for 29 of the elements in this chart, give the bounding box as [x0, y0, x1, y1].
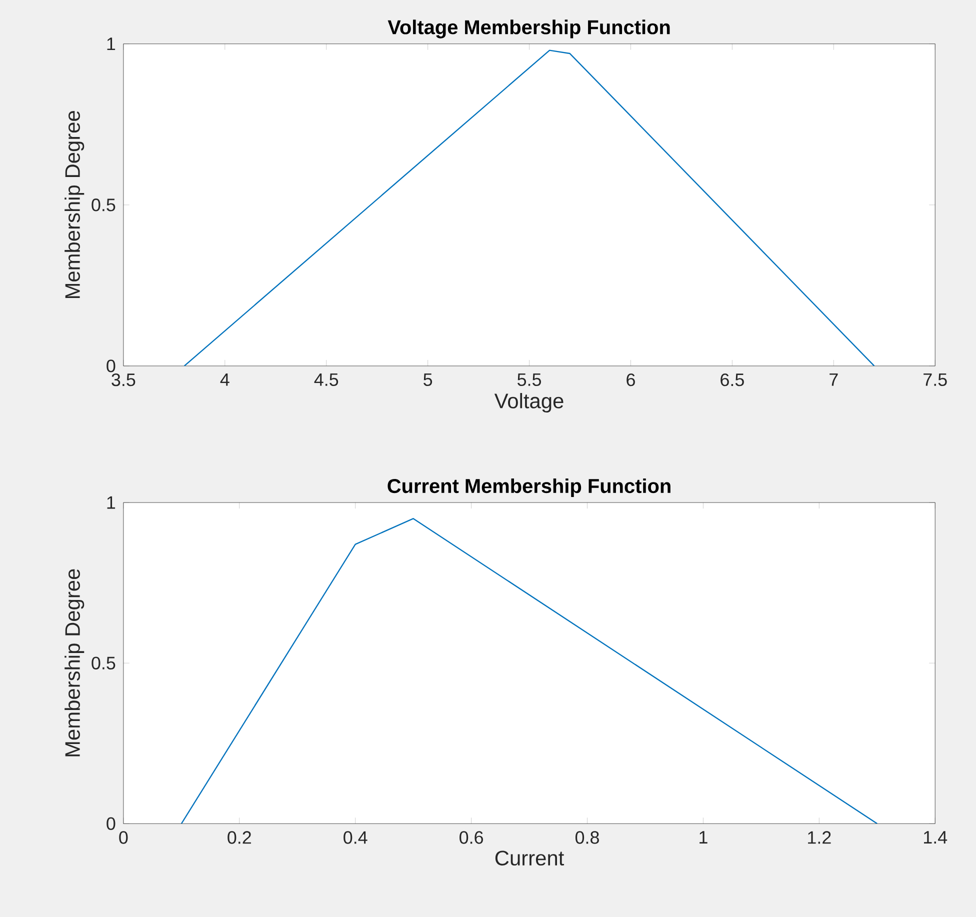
- x-tick-label: 4: [220, 373, 230, 386]
- chart-title: Voltage Membership Function: [388, 19, 670, 38]
- x-tick-label: 0.2: [228, 830, 251, 844]
- x-axis-title: Current: [495, 850, 564, 866]
- x-tick-label: 6.5: [720, 373, 744, 386]
- y-tick-label: 0: [106, 817, 116, 830]
- x-tick-label: 1.2: [808, 830, 831, 844]
- y-tick-label: 1: [107, 37, 116, 50]
- y-tick-label: 0: [106, 359, 116, 372]
- x-tick-label: 0: [119, 830, 128, 844]
- y-tick-label: 0.5: [92, 656, 116, 670]
- chart-title: Current Membership Function: [388, 478, 670, 497]
- x-tick-label: 6: [626, 373, 635, 386]
- x-axis-title: Voltage: [494, 392, 564, 412]
- y-tick-label: 0.5: [92, 198, 116, 212]
- y-tick-label: 1: [107, 496, 116, 509]
- y-axis-title: Membership Degree: [64, 110, 84, 298]
- x-tick-label: 1: [700, 830, 708, 844]
- x-tick-label: 0.4: [344, 830, 368, 844]
- x-tick-label: 3.5: [112, 373, 136, 386]
- y-axis-title: Membership Degree: [64, 569, 84, 756]
- x-tick-label: 7.5: [924, 373, 947, 386]
- x-tick-label: 0.8: [575, 830, 599, 844]
- x-tick-label: 5.5: [518, 373, 541, 386]
- x-tick-label: 7: [830, 373, 838, 386]
- x-tick-label: 0.6: [460, 830, 483, 844]
- x-tick-label: 4.5: [314, 373, 338, 386]
- x-tick-label: 1.4: [924, 830, 948, 844]
- x-tick-label: 5: [424, 373, 432, 386]
